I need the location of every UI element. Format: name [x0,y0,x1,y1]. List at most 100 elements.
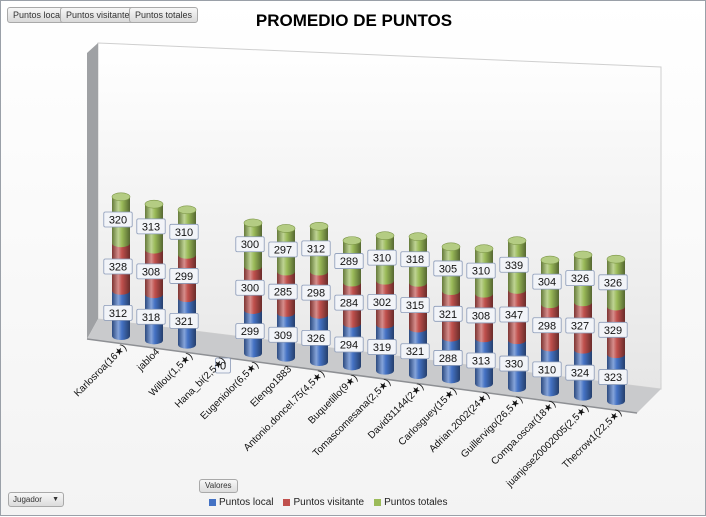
bar-cap-11 [474,244,494,253]
data-label-9-1: 315 [400,297,430,314]
data-label-4-1: 300 [235,279,265,296]
data-label-box [169,223,199,240]
data-label-9-2: 318 [400,251,430,268]
data-label-box [301,329,331,346]
data-label-text: 320 [109,215,127,227]
data-label-14-0: 324 [565,364,595,381]
data-label-box [103,211,133,228]
data-label-13-0: 310 [532,361,562,378]
data-label-box [499,256,529,273]
data-label-box [598,369,628,385]
data-label-text: 313 [472,355,490,367]
chart-title: PROMEDIO DE PUNTOS [255,11,453,30]
data-label-4-2: 300 [235,236,265,253]
legend: Puntos local Puntos visitante Puntos tot… [209,497,447,508]
legend-label-totales: Puntos totales [384,497,448,508]
category-label-13: Compa.oscar(18★) [489,399,558,468]
data-label-box [334,336,364,353]
data-label-box [565,270,595,287]
data-label-15-2: 326 [598,274,628,291]
data-label-text: 285 [274,287,292,299]
data-label-box [367,249,397,266]
data-label-text: 312 [109,308,127,320]
data-label-text: 310 [538,364,556,376]
data-label-10-1: 321 [433,305,463,322]
data-label-text: 339 [505,260,523,272]
legend-swatch-local [209,499,216,506]
data-label-box [136,263,166,280]
side-wall [87,43,98,339]
data-label-box [532,273,562,290]
data-label-text: 289 [340,256,358,268]
data-label-13-1: 298 [532,317,562,334]
data-label-text: 318 [142,312,160,324]
data-label-12-2: 339 [499,256,529,273]
data-label-box [169,268,199,284]
data-label-text: 308 [472,310,490,322]
data-label-text: 297 [274,245,292,257]
data-label-box [400,251,430,268]
data-label-2-2: 310 [169,223,199,240]
data-label-box [235,323,265,340]
data-label-text: 294 [340,340,358,352]
bar-cap-0 [111,192,131,202]
data-label-box [268,326,298,343]
bar-cap-9 [408,232,428,241]
data-label-text: 328 [109,261,127,273]
bar-cap-1 [144,199,164,209]
data-label-box [235,236,265,253]
data-label-1-1: 308 [136,263,166,280]
data-label-text: 312 [307,243,325,255]
data-label-text: 308 [142,266,160,278]
data-label-box [466,307,496,324]
bar-cap-6 [309,221,329,231]
data-label-8-2: 310 [367,249,397,266]
legend-item-visitante: Puntos visitante [283,497,364,508]
data-label-text: 326 [604,277,622,289]
data-label-7-2: 289 [334,253,364,269]
data-label-box [215,357,231,374]
data-label-15-0: 323 [598,369,628,385]
jugador-filter-label: Jugador [13,495,42,504]
data-label-text: 324 [571,368,589,380]
data-label-box [268,241,298,258]
data-label-12-0: 330 [499,355,529,372]
field-button-puntos-totales[interactable]: Puntos totales [129,7,199,23]
data-label-box [433,350,463,366]
legend-item-local: Puntos local [209,497,273,508]
legend-item-totales: Puntos totales [374,497,447,508]
data-label-text: 299 [175,271,193,283]
data-label-10-2: 305 [433,260,463,277]
data-label-text: 321 [439,309,457,321]
data-label-box [532,317,562,334]
bar-cap-4 [243,218,263,228]
data-label-text: 299 [241,326,259,338]
data-label-text: 300 [241,239,259,251]
data-label-2-0: 321 [169,312,199,329]
data-label-8-0: 319 [367,339,397,355]
data-label-0-0: 312 [103,304,133,321]
data-label-5-2: 297 [268,241,298,258]
data-label-box [466,262,496,279]
data-label-box [433,260,463,277]
bar-cap-12 [507,236,527,245]
bar-cap-2 [177,205,197,215]
data-label-11-1: 308 [466,307,496,324]
data-label-text: 304 [538,277,556,289]
legend-swatch-visitante [283,499,291,506]
data-label-text: 347 [505,309,523,321]
values-button[interactable]: Valores [199,479,238,493]
data-label-6-2: 312 [301,240,331,257]
data-label-6-0: 326 [301,329,331,346]
jugador-filter-dropdown[interactable]: Jugador ▼ [8,492,64,507]
data-label-4-0: 299 [235,323,265,340]
data-label-3-0: 0 [215,357,231,374]
bar-cap-14 [573,250,593,260]
data-label-box [565,317,595,334]
data-label-box [400,297,430,314]
data-label-box [268,283,298,300]
data-label-0-2: 320 [103,211,133,228]
data-label-text: 305 [439,263,457,275]
data-label-box [136,218,166,235]
